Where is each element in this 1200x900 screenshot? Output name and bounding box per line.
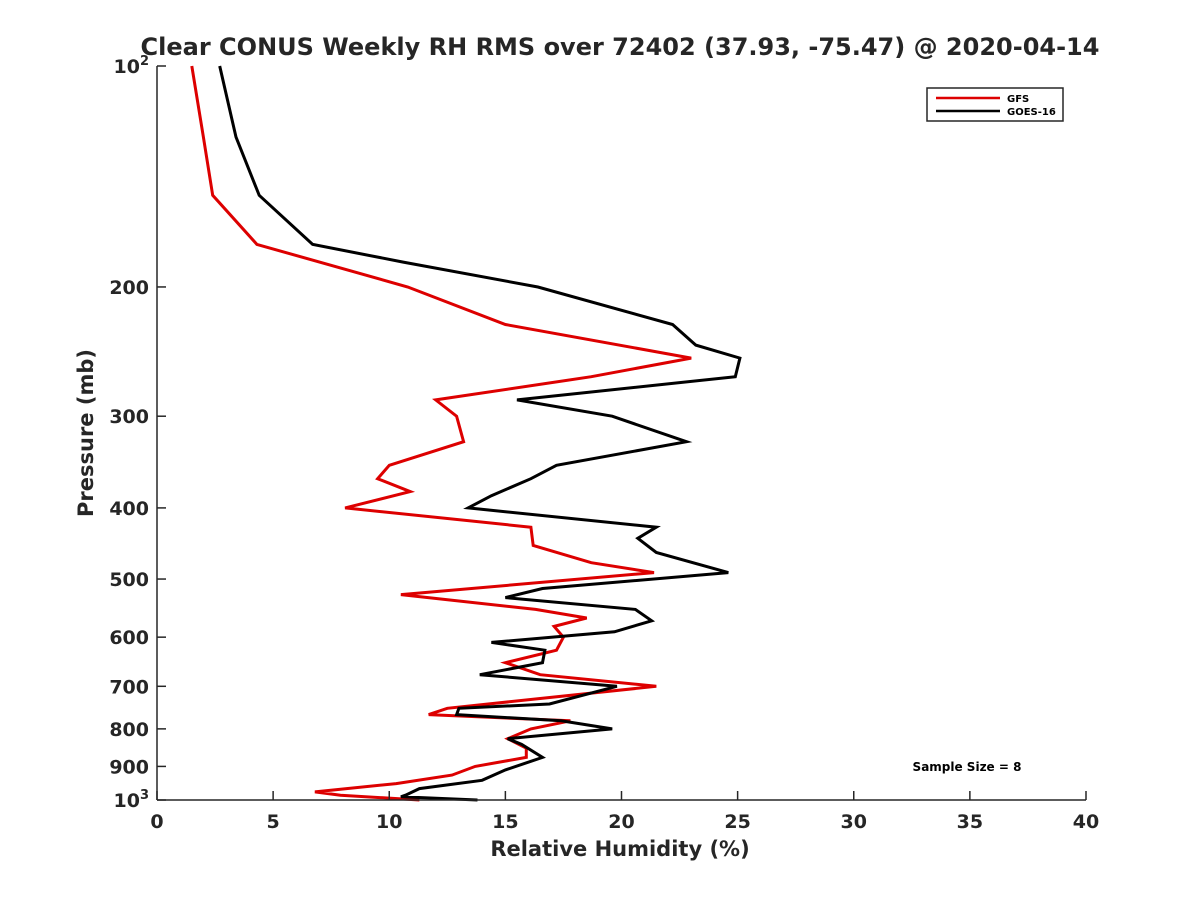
sample-size-annotation: Sample Size = 8 [913,760,1022,774]
y-tick-label: 800 [109,719,149,741]
y-tick-label: 102 [114,54,150,78]
y-tick-label: 700 [109,676,149,698]
y-tick-label: 103 [114,788,150,812]
x-tick-label: 20 [608,811,634,833]
x-tick-label: 40 [1073,811,1099,833]
chart-title: Clear CONUS Weekly RH RMS over 72402 (37… [141,33,1100,61]
x-tick-label: 15 [492,811,518,833]
legend-label-goes-16: GOES-16 [1007,107,1056,118]
x-axis-label: Relative Humidity (%) [490,837,749,861]
legend-box [926,87,1064,122]
legend-label-gfs: GFS [1007,94,1029,105]
y-tick-label: 600 [109,627,149,649]
series-line-goes-16 [218,65,742,802]
y-tick-label: 400 [109,498,149,520]
x-tick-label: 35 [957,811,983,833]
series-layer [190,65,742,802]
x-tick-label: 30 [841,811,867,833]
y-axis-label: Pressure (mb) [74,349,98,517]
y-ticks: 102 200 300 400 500 600 700 800 900 103 [109,54,166,812]
x-tick-label: 25 [724,811,750,833]
y-tick-label: 200 [109,277,149,299]
series-line-gfs [190,65,692,802]
x-ticks: 0 5 10 15 20 25 30 35 40 [150,791,1099,833]
x-tick-label: 5 [267,811,280,833]
x-tick-label: 10 [376,811,402,833]
x-tick-label: 0 [150,811,163,833]
y-tick-label: 900 [109,756,149,778]
y-tick-label: 500 [109,569,149,591]
y-tick-label: 300 [109,406,149,428]
legend: GFS GOES-16 [926,87,1064,122]
